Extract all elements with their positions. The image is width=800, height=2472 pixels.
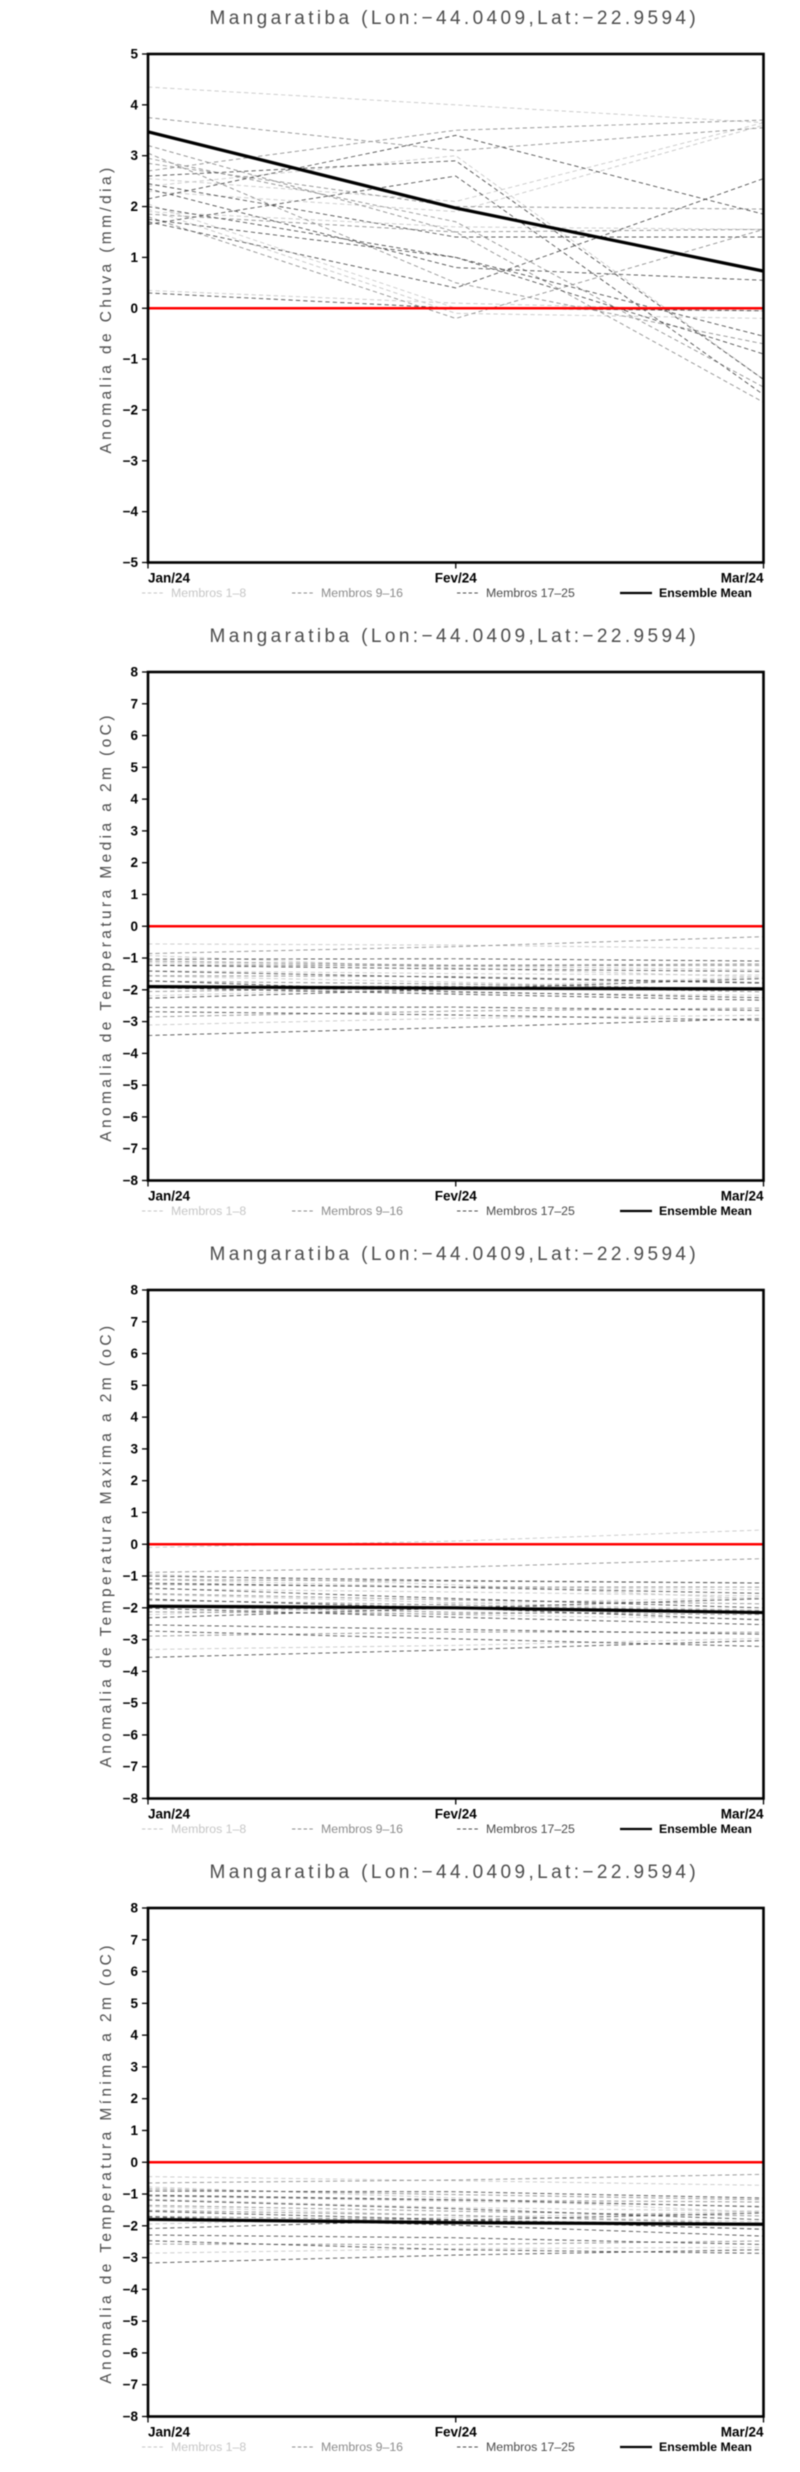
svg-text:8: 8	[130, 665, 138, 680]
svg-text:4: 4	[130, 97, 138, 112]
svg-text:0: 0	[130, 919, 138, 934]
svg-text:Membros 17–25: Membros 17–25	[486, 586, 575, 600]
svg-text:Mar/24: Mar/24	[721, 1807, 764, 1822]
svg-text:4: 4	[130, 792, 138, 807]
svg-text:Ensemble Mean: Ensemble Mean	[659, 586, 752, 600]
svg-text:0: 0	[130, 1537, 138, 1552]
svg-text:3: 3	[130, 1441, 138, 1456]
svg-text:1: 1	[130, 887, 138, 902]
svg-text:Membros 17–25: Membros 17–25	[486, 2440, 575, 2454]
svg-text:−5: −5	[123, 2314, 139, 2329]
svg-text:4: 4	[130, 1410, 138, 1425]
svg-text:−1: −1	[123, 352, 139, 367]
svg-text:Fev/24: Fev/24	[435, 571, 478, 586]
svg-text:1: 1	[130, 1505, 138, 1520]
svg-text:−6: −6	[123, 1727, 139, 1742]
svg-text:−4: −4	[123, 2282, 139, 2297]
svg-text:5: 5	[130, 1378, 138, 1393]
svg-text:Jan/24: Jan/24	[148, 1807, 191, 1822]
svg-text:2: 2	[130, 1473, 138, 1488]
svg-text:6: 6	[130, 728, 138, 743]
svg-text:Jan/24: Jan/24	[148, 1189, 191, 1204]
svg-text:−1: −1	[123, 951, 139, 966]
svg-text:Jan/24: Jan/24	[148, 2425, 191, 2440]
svg-text:7: 7	[130, 696, 138, 711]
svg-text:8: 8	[130, 1901, 138, 1916]
svg-text:Membros 9–16: Membros 9–16	[321, 586, 403, 600]
svg-text:Membros 9–16: Membros 9–16	[321, 1822, 403, 1836]
svg-text:2: 2	[130, 199, 138, 214]
svg-text:Mar/24: Mar/24	[721, 1189, 764, 1204]
svg-text:5: 5	[130, 1996, 138, 2011]
svg-text:Ensemble Mean: Ensemble Mean	[659, 1204, 752, 1218]
svg-text:−2: −2	[123, 1600, 138, 1615]
svg-text:−3: −3	[123, 1014, 139, 1029]
svg-text:3: 3	[130, 2059, 138, 2074]
svg-text:−5: −5	[123, 555, 139, 570]
svg-text:−3: −3	[123, 2250, 139, 2265]
svg-text:−3: −3	[123, 1632, 139, 1647]
svg-text:−4: −4	[123, 1046, 139, 1061]
svg-text:4: 4	[130, 2028, 138, 2043]
svg-text:Fev/24: Fev/24	[435, 1807, 478, 1822]
svg-text:5: 5	[130, 47, 138, 62]
svg-text:8: 8	[130, 1283, 138, 1298]
svg-text:Membros 1–8: Membros 1–8	[171, 1822, 246, 1836]
svg-text:Fev/24: Fev/24	[435, 2425, 478, 2440]
svg-text:−1: −1	[123, 1569, 139, 1584]
svg-text:Ensemble Mean: Ensemble Mean	[659, 2440, 752, 2454]
svg-text:Mar/24: Mar/24	[721, 571, 764, 586]
svg-text:−7: −7	[123, 1141, 138, 1156]
svg-text:1: 1	[130, 250, 138, 265]
svg-text:1: 1	[130, 2123, 138, 2138]
svg-text:Membros 17–25: Membros 17–25	[486, 1822, 575, 1836]
svg-text:−2: −2	[123, 402, 138, 417]
svg-text:2: 2	[130, 2091, 138, 2106]
svg-text:3: 3	[130, 148, 138, 163]
svg-text:−5: −5	[123, 1696, 139, 1711]
svg-text:0: 0	[130, 301, 138, 316]
svg-text:−8: −8	[123, 1791, 139, 1806]
svg-text:Membros 1–8: Membros 1–8	[171, 586, 246, 600]
svg-text:−8: −8	[123, 1173, 139, 1188]
svg-text:6: 6	[130, 1964, 138, 1979]
svg-text:Fev/24: Fev/24	[435, 1189, 478, 1204]
svg-text:Jan/24: Jan/24	[148, 571, 191, 586]
svg-text:−3: −3	[123, 453, 139, 468]
svg-text:−7: −7	[123, 2377, 138, 2392]
svg-text:−6: −6	[123, 2345, 139, 2360]
svg-text:−2: −2	[123, 982, 138, 997]
svg-text:−4: −4	[123, 1664, 139, 1679]
svg-text:0: 0	[130, 2155, 138, 2170]
svg-text:−2: −2	[123, 2218, 138, 2233]
svg-text:Membros 9–16: Membros 9–16	[321, 1204, 403, 1218]
svg-text:Membros 9–16: Membros 9–16	[321, 2440, 403, 2454]
svg-text:7: 7	[130, 1314, 138, 1329]
svg-text:2: 2	[130, 855, 138, 870]
svg-text:−6: −6	[123, 1109, 139, 1124]
svg-text:−7: −7	[123, 1759, 138, 1774]
svg-text:Membros 1–8: Membros 1–8	[171, 2440, 246, 2454]
svg-text:Membros 17–25: Membros 17–25	[486, 1204, 575, 1218]
svg-text:Ensemble Mean: Ensemble Mean	[659, 1822, 752, 1836]
svg-text:−8: −8	[123, 2409, 139, 2424]
svg-text:−1: −1	[123, 2187, 139, 2202]
svg-text:5: 5	[130, 760, 138, 775]
svg-text:7: 7	[130, 1932, 138, 1947]
svg-text:Membros 1–8: Membros 1–8	[171, 1204, 246, 1218]
svg-text:Mar/24: Mar/24	[721, 2425, 764, 2440]
svg-text:−5: −5	[123, 1078, 139, 1093]
svg-text:6: 6	[130, 1346, 138, 1361]
svg-text:3: 3	[130, 823, 138, 838]
svg-text:−4: −4	[123, 504, 139, 519]
